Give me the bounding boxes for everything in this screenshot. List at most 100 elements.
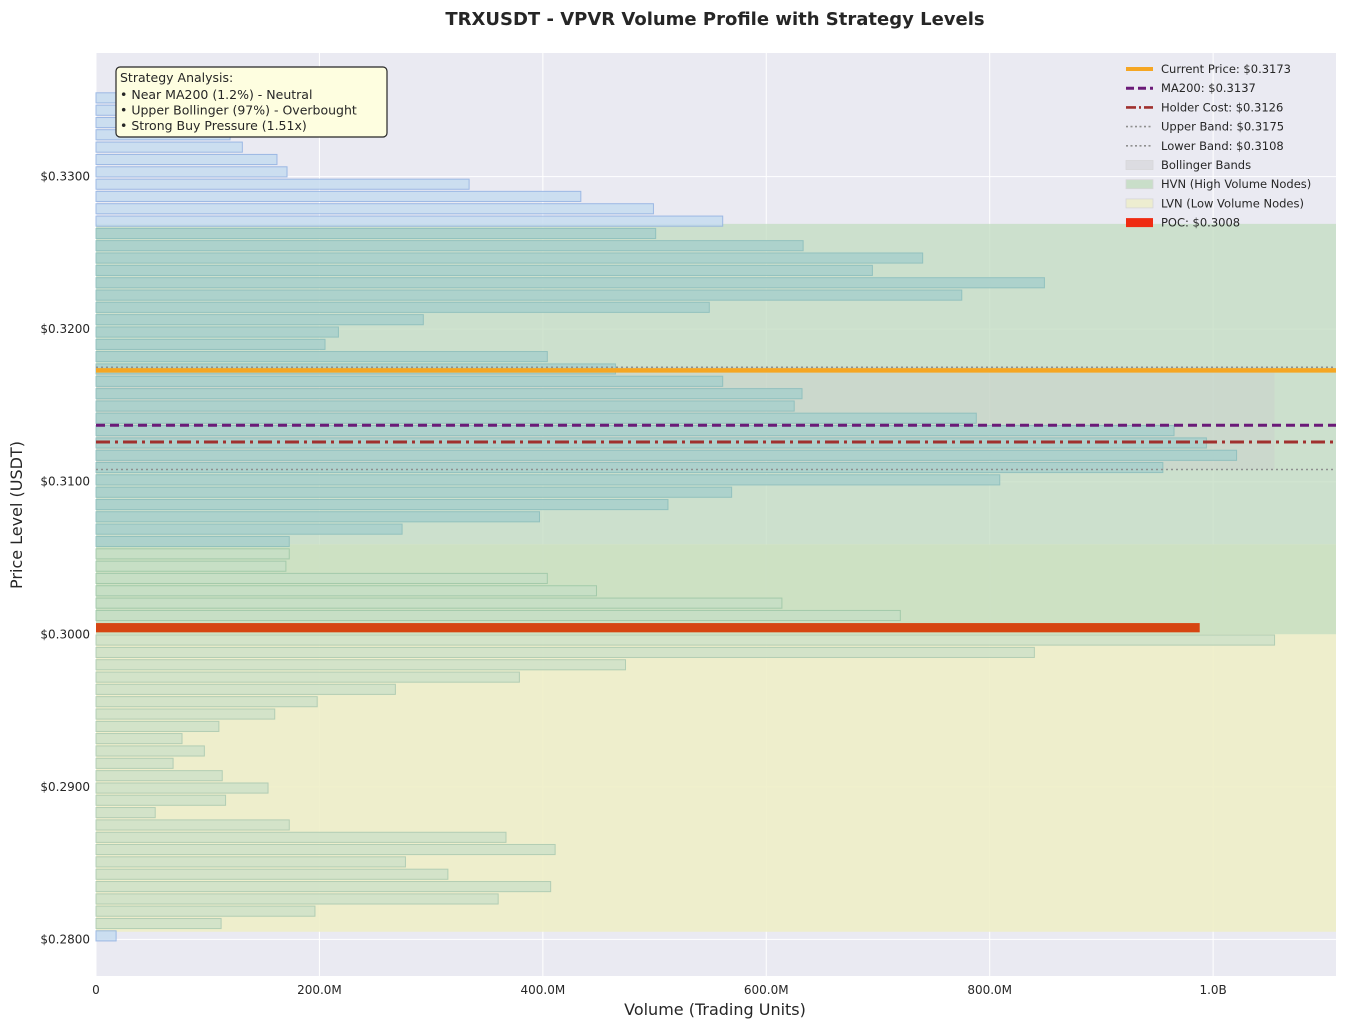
y-tick-label: $0.3000 [40,627,90,641]
volume-bar [95,659,627,671]
volume-bar [95,634,1276,646]
volume-bar [95,868,449,880]
legend-swatch-lvn [1125,198,1154,209]
legend-label-ma200: MA200: $0.3137 [1161,81,1256,95]
volume-bar [95,449,1238,461]
volume-bar [95,905,316,917]
volume-bar [95,572,548,584]
volume-bar [95,301,710,313]
volume-bar [95,289,963,301]
legend-label-holder: Holder Cost: $0.3126 [1161,100,1283,114]
volume-bar [95,474,1001,486]
volume-bar [95,794,227,806]
y-tick-label: $0.3100 [40,475,90,489]
volume-bar [95,141,243,153]
volume-bar [95,819,290,831]
volume-bar [95,523,403,535]
volume-bar [95,843,556,856]
annotation-box [115,66,388,138]
volume-bar [95,807,156,819]
legend-label-lvn: LVN (Low Volume Nodes) [1161,196,1304,210]
volume-bar [95,597,783,609]
volume-bar [95,190,582,202]
poc-bar [96,623,1200,633]
volume-bar [95,646,1035,658]
volume-bar [95,203,654,215]
chart-title: TRXUSDT - VPVR Volume Profile with Strat… [445,9,984,30]
y-axis-label: Price Level (USDT) [7,441,26,589]
x-tick-label: 0 [92,983,100,997]
volume-bar [95,215,724,227]
volume-bar [95,326,339,338]
volume-bar [95,560,287,572]
volume-bar [95,166,288,178]
volume-bar [95,856,406,868]
volume-bar [95,770,223,782]
volume-bar [95,375,724,387]
volume-bar [95,548,290,560]
x-tick-label: 400.0M [520,983,565,997]
legend-swatch-poc [1126,218,1153,228]
volume-bar [95,917,222,930]
legend-label-current: Current Price: $0.3173 [1161,62,1291,76]
y-tick-label: $0.2800 [40,932,90,946]
volume-bar [95,782,269,794]
legend-swatch-bb [1125,160,1154,170]
legend-label-hvn: HVN (High Volume Nodes) [1161,177,1311,191]
volume-bar [95,881,552,893]
x-tick-label: 200.0M [297,983,342,997]
annotation-line: • Strong Buy Pressure (1.51x) [120,118,307,133]
legend-swatch-hvn [1125,179,1154,190]
y-tick-label: $0.2900 [40,780,90,794]
volume-bar [95,535,290,548]
volume-bar [95,178,470,190]
annotation-line: • Upper Bollinger (97%) - Overbought [120,103,357,118]
volume-bar [95,511,540,523]
volume-bar [95,831,507,843]
volume-bar [95,733,183,745]
volume-bar [95,240,804,252]
volume-bar [95,338,326,350]
volume-bar [95,499,669,511]
volume-bar [95,351,548,363]
volume-bar [95,757,174,769]
volume-bar [95,683,396,695]
legend-label-bb: Bollinger Bands [1161,158,1251,172]
volume-bar [95,609,901,622]
x-axis-label: Volume (Trading Units) [624,1000,806,1019]
strategy-annotation: Strategy Analysis: • Near MA200 (1.2%) - … [115,66,388,138]
volume-bar [95,277,1045,289]
x-tick-label: 600.0M [744,983,789,997]
volume-bar [95,425,1175,437]
y-tick-label: $0.3300 [40,170,90,184]
legend-label-upper: Upper Band: $0.3175 [1161,120,1284,134]
x-tick-label: 800.0M [967,983,1012,997]
plot-area: 0 200.0M 400.0M 600.0M 800.0M 1.0B $0.2800 $0.2… [40,53,1336,997]
volume-bar [95,893,499,905]
volume-bar [95,400,795,412]
x-tick-label: 1.0B [1199,983,1226,997]
volume-bar [95,461,1164,474]
volume-bar [95,585,597,597]
annotation-line: • Near MA200 (1.2%) - Neutral [120,87,312,102]
y-tick-label: $0.3200 [40,322,90,336]
volume-bar [95,412,977,424]
volume-bar [95,388,803,400]
volume-bar [95,486,733,498]
annotation-title: Strategy Analysis: [120,70,233,85]
volume-bar [95,252,924,264]
volume-bar [95,930,117,942]
legend-label-poc: POC: $0.3008 [1161,216,1240,230]
volume-bar [95,708,276,720]
volume-bar [95,720,220,732]
volume-bar [95,314,424,326]
legend-label-lower: Lower Band: $0.3108 [1161,139,1284,153]
volume-bar [95,671,520,683]
volume-bar [95,264,873,276]
volume-bar [95,227,657,240]
volume-bar [95,745,205,757]
volume-bar [95,153,278,166]
volume-bar [95,696,318,708]
